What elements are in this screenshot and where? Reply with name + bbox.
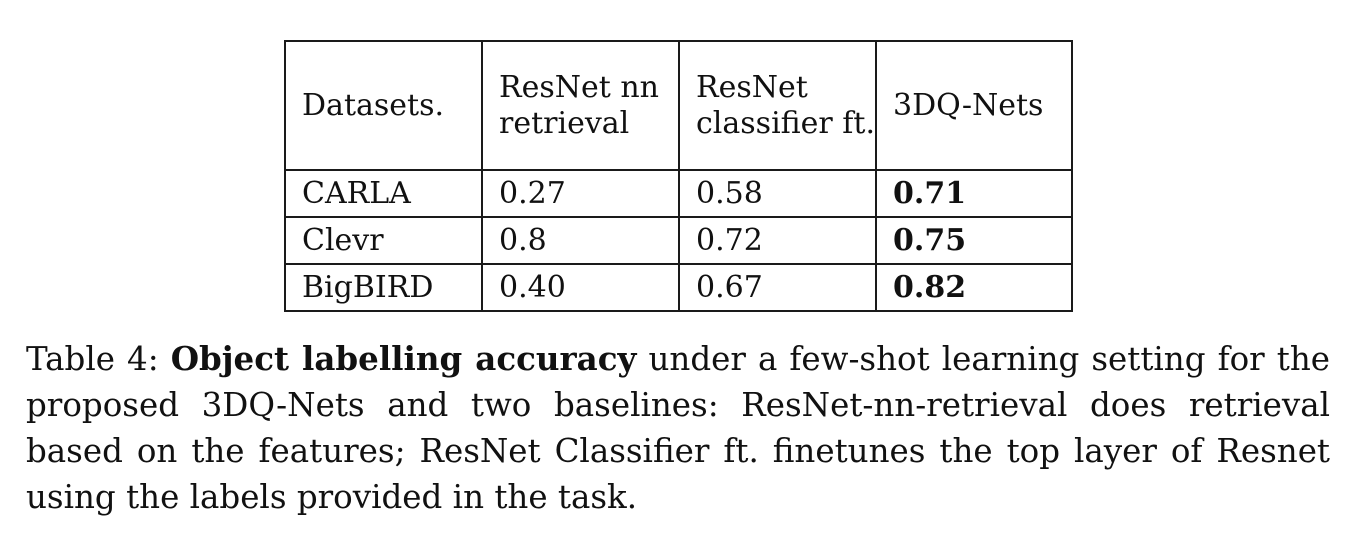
cell-resnet-clf: 0.58 bbox=[678, 169, 877, 218]
caption-label: Table 4: bbox=[26, 340, 159, 378]
cell-resnet-clf: 0.72 bbox=[678, 216, 877, 265]
header-datasets: Datasets. bbox=[284, 40, 483, 171]
cell-dataset: CARLA bbox=[284, 169, 483, 218]
cell-resnet-nn: 0.8 bbox=[481, 216, 680, 265]
table-row: Clevr 0.8 0.72 0.75 bbox=[284, 216, 1073, 265]
header-resnet-classifier-ft: ResNet classifier ft. bbox=[678, 40, 877, 171]
header-3dq-nets: 3DQ-Nets bbox=[875, 40, 1073, 171]
cell-resnet-clf: 0.67 bbox=[678, 263, 877, 312]
results-table: Datasets. ResNet nn retrieval ResNet cla… bbox=[284, 40, 1073, 312]
cell-dataset: BigBIRD bbox=[284, 263, 483, 312]
header-row: Datasets. ResNet nn retrieval ResNet cla… bbox=[284, 40, 1073, 171]
cell-3dq-nets-best: 0.71 bbox=[875, 169, 1073, 218]
cell-resnet-nn: 0.27 bbox=[481, 169, 680, 218]
caption-body: under a few-shot learning setting for th… bbox=[26, 340, 1330, 516]
caption-title: Object labelling accuracy bbox=[170, 339, 637, 378]
cell-3dq-nets-best: 0.75 bbox=[875, 216, 1073, 265]
table-caption: Table 4: Object labelling accuracy under… bbox=[26, 336, 1330, 520]
table-row: BigBIRD 0.40 0.67 0.82 bbox=[284, 263, 1073, 312]
header-resnet-nn-retrieval: ResNet nn retrieval bbox=[481, 40, 680, 171]
cell-3dq-nets-best: 0.82 bbox=[875, 263, 1073, 312]
table-row: CARLA 0.27 0.58 0.71 bbox=[284, 169, 1073, 218]
cell-resnet-nn: 0.40 bbox=[481, 263, 680, 312]
cell-dataset: Clevr bbox=[284, 216, 483, 265]
